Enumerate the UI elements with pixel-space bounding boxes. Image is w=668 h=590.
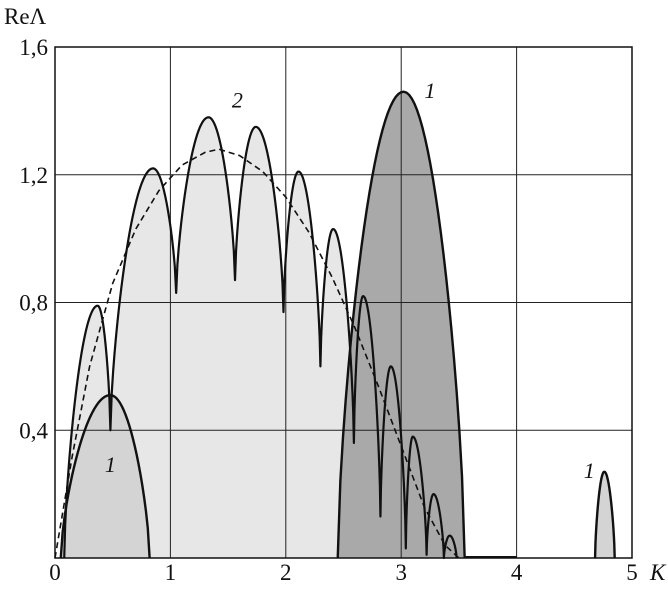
- y-axis-title: ReΛ: [4, 4, 47, 29]
- y-tick-label-0-4: 0,4: [19, 418, 48, 443]
- curve-label-2: 2: [232, 88, 243, 113]
- x-tick-label-2: 2: [280, 560, 292, 585]
- y-tick-label-0-8: 0,8: [19, 291, 48, 316]
- x-tick-label-3: 3: [395, 560, 407, 585]
- plot-frame: [54, 46, 633, 559]
- x-tick-label-0: 0: [49, 560, 61, 585]
- y-tick-label-1-2: 1,2: [19, 163, 48, 188]
- y-tick-label-1-6: 1,6: [19, 35, 48, 60]
- series-1-lobe-outline-3: [593, 470, 616, 559]
- x-axis-title: K: [649, 560, 667, 585]
- envelope-dashed-line: [54, 148, 460, 559]
- x-tick-label-5: 5: [626, 560, 638, 585]
- x-tick-label-4: 4: [511, 560, 523, 585]
- curve-label-1: 1: [105, 452, 116, 477]
- curve-label-3: 1: [425, 78, 436, 103]
- series-1-lobe-outline-2: [336, 90, 466, 559]
- x-tick-label-1: 1: [165, 560, 177, 585]
- series-2-outline: [63, 116, 458, 560]
- series-1-lobe-outline-1: [59, 393, 151, 559]
- curve-label-4: 1: [584, 458, 595, 483]
